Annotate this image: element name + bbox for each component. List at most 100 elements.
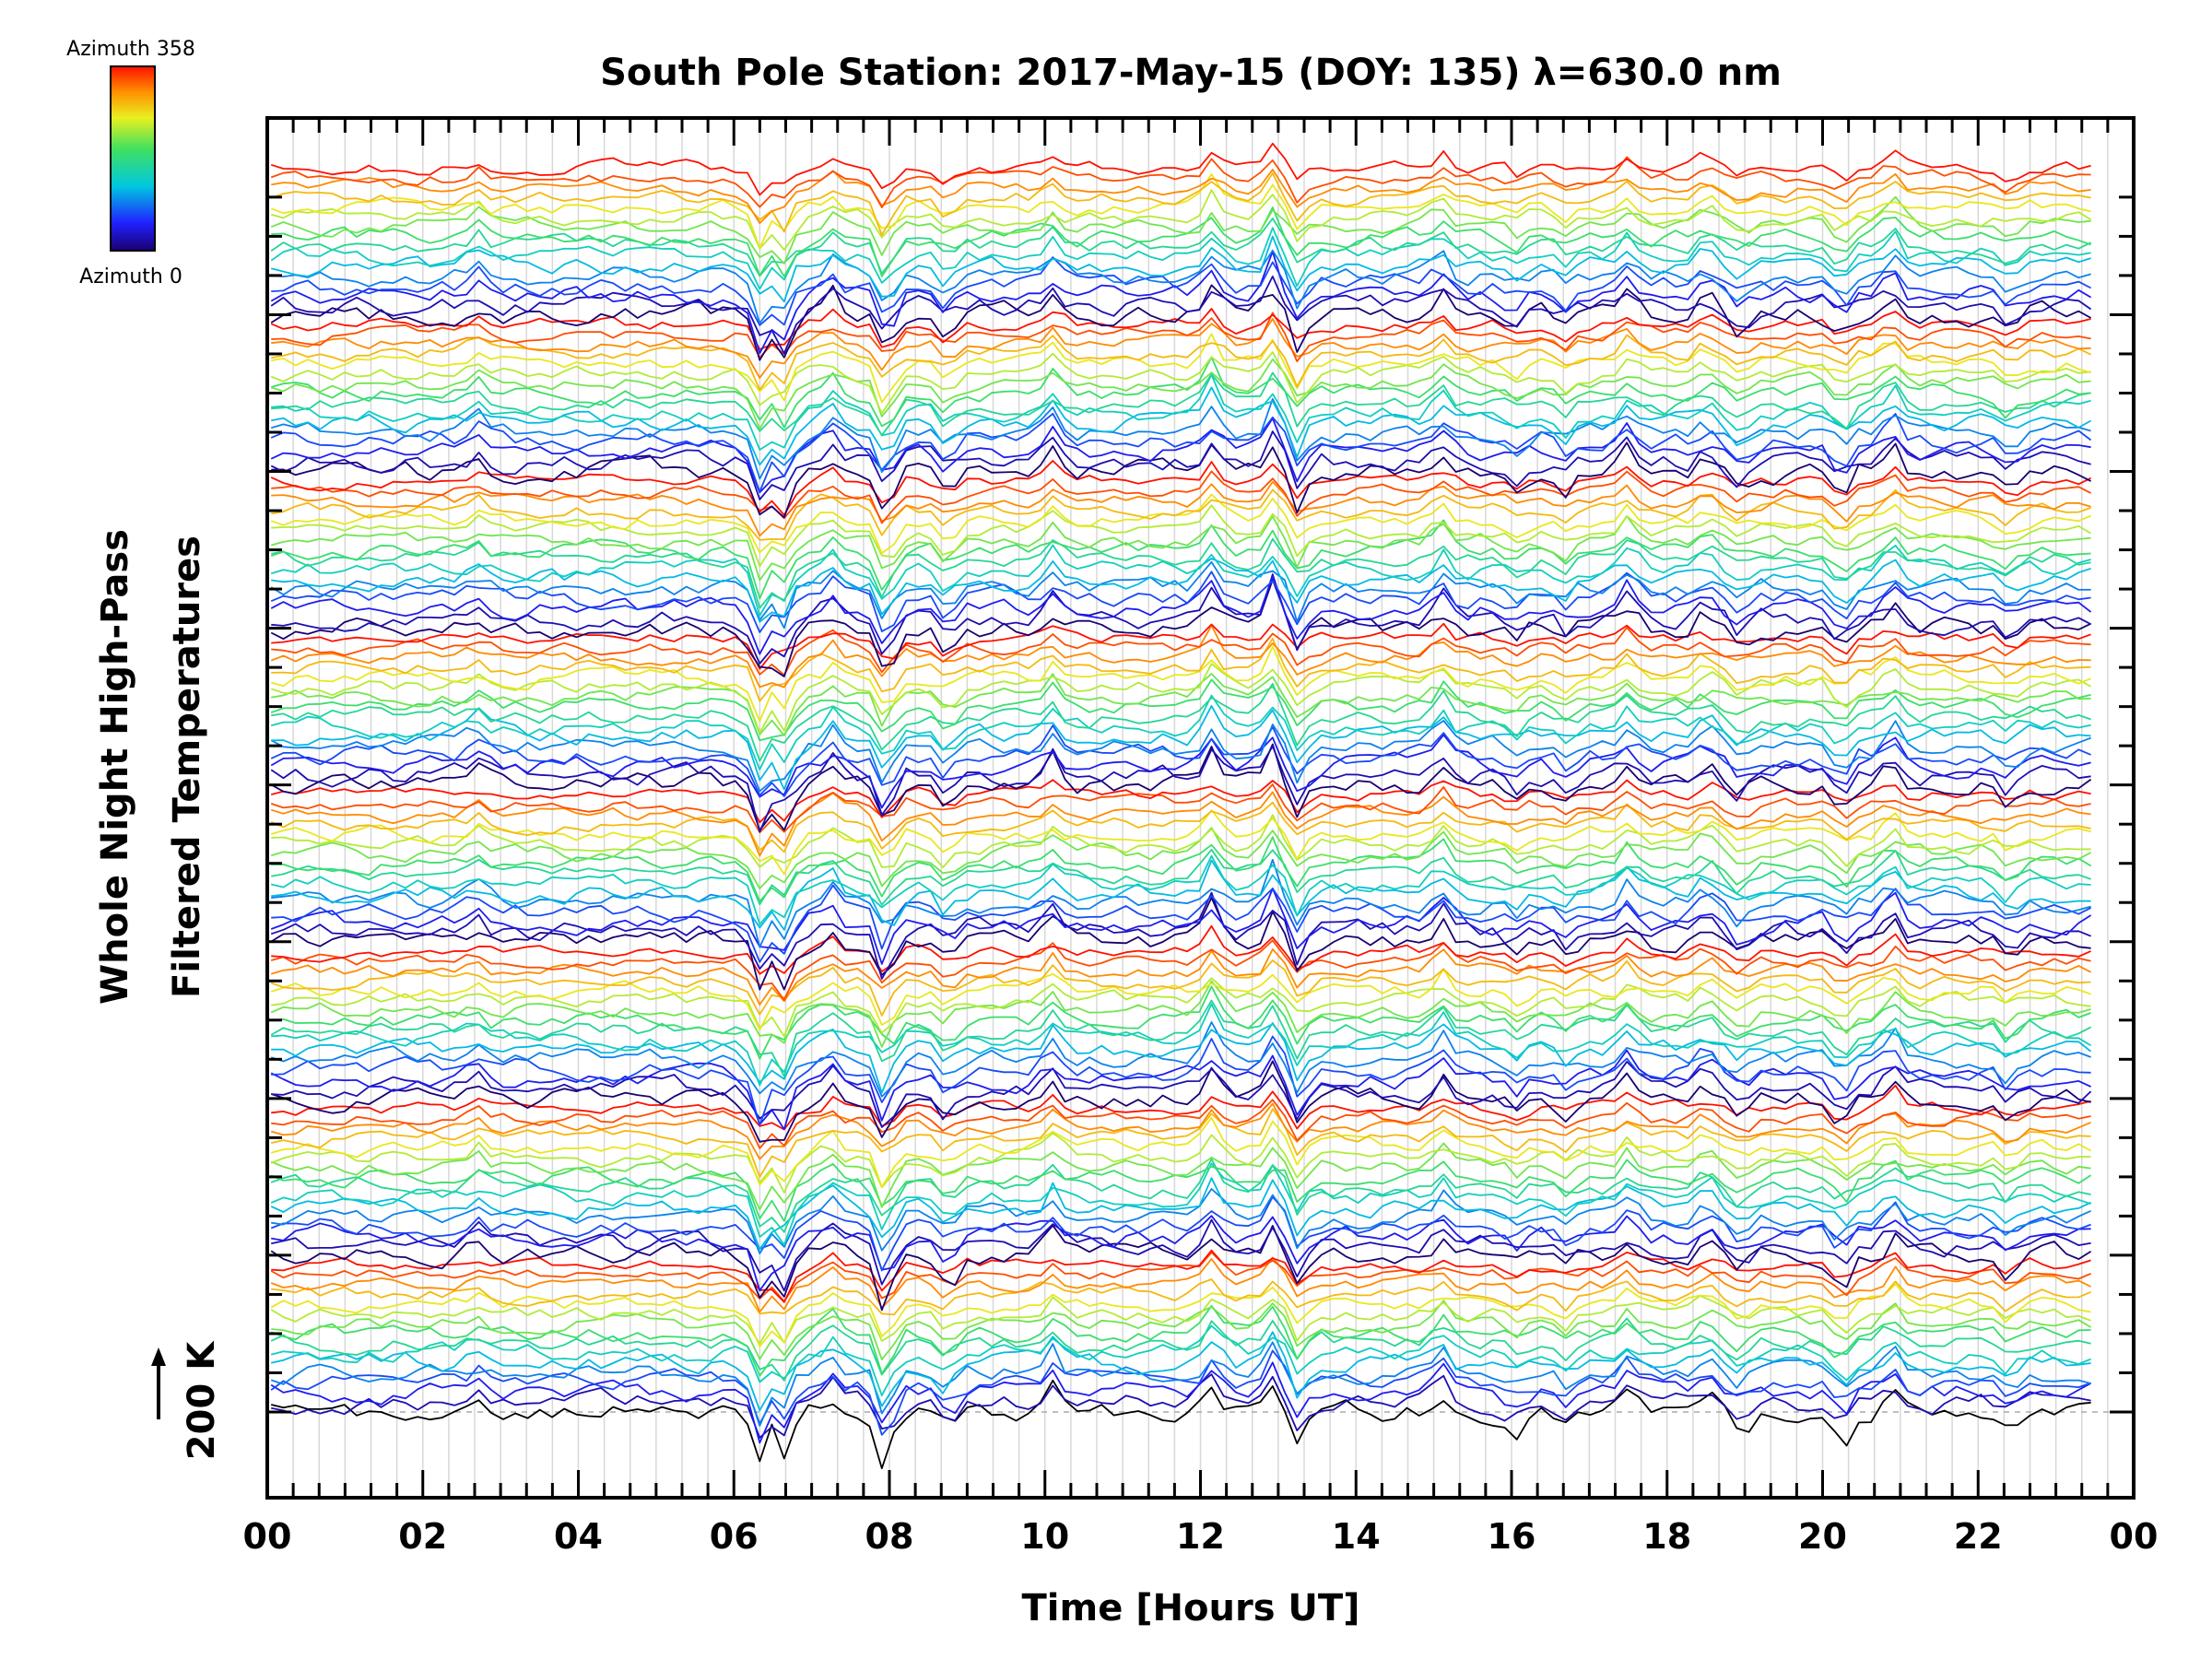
series-line bbox=[270, 888, 2092, 965]
series-line bbox=[271, 1099, 2091, 1149]
series-line bbox=[270, 227, 2091, 290]
series-line bbox=[270, 579, 2091, 677]
series-line bbox=[270, 459, 2092, 516]
series-line bbox=[271, 537, 2091, 609]
series-line bbox=[271, 1331, 2091, 1412]
series-line bbox=[271, 1373, 2091, 1439]
series-line bbox=[271, 859, 2091, 931]
series-line bbox=[271, 371, 2091, 437]
series-line bbox=[271, 573, 2092, 665]
x-tick-labels: 00 02 04 06 08 10 12 14 16 18 20 22 00 bbox=[243, 1516, 2159, 1557]
series-line bbox=[270, 720, 2091, 793]
series-line bbox=[270, 891, 2091, 980]
x-tick-label: 00 bbox=[2110, 1516, 2159, 1557]
series-line bbox=[270, 275, 2092, 355]
x-tick-label: 08 bbox=[865, 1516, 914, 1557]
series-line bbox=[271, 333, 2091, 404]
series-line bbox=[271, 637, 2091, 702]
chart-title: South Pole Station: 2017-May-15 (DOY: 13… bbox=[600, 52, 1782, 94]
series-line bbox=[270, 724, 2091, 797]
series-line bbox=[270, 560, 2091, 629]
series-line bbox=[271, 1035, 2091, 1126]
series-line bbox=[270, 678, 2091, 742]
series-line bbox=[270, 734, 2091, 809]
series-line bbox=[270, 827, 2092, 889]
series-line bbox=[270, 624, 2091, 688]
series-line bbox=[270, 142, 2091, 196]
series-line bbox=[270, 544, 2091, 617]
series-line bbox=[270, 1317, 2091, 1382]
series-line bbox=[271, 1278, 2091, 1316]
series-line bbox=[271, 1084, 2091, 1131]
series-line bbox=[271, 683, 2091, 762]
series-line bbox=[270, 1116, 2092, 1188]
series-line bbox=[270, 897, 2091, 991]
series-line bbox=[270, 783, 2091, 834]
series-line bbox=[271, 814, 2091, 869]
x-axis-label: Time [Hours UT] bbox=[1022, 1587, 1360, 1630]
series-line bbox=[270, 351, 2091, 415]
series-line bbox=[270, 1177, 2091, 1251]
series-line bbox=[271, 386, 2092, 466]
y-axis-label-line1: Whole Night High-Pass bbox=[94, 529, 136, 1005]
series-line bbox=[270, 515, 2091, 582]
series-line bbox=[271, 1215, 2091, 1292]
x-tick-label: 04 bbox=[554, 1516, 603, 1557]
series-line bbox=[270, 493, 2091, 554]
series-line bbox=[271, 848, 2091, 906]
series-line bbox=[270, 1256, 2091, 1313]
series-line bbox=[271, 1249, 2091, 1303]
series-line bbox=[270, 1283, 2091, 1347]
series-line bbox=[270, 980, 2091, 1048]
series-line bbox=[271, 470, 2092, 524]
x-tick-label: 12 bbox=[1176, 1516, 1225, 1557]
series-line bbox=[270, 1195, 2091, 1272]
series-line bbox=[271, 480, 2091, 537]
series-line bbox=[270, 1132, 2091, 1194]
series-line bbox=[270, 571, 2091, 633]
series-line bbox=[270, 1295, 2091, 1345]
colorbar-bottom-label: Azimuth 0 bbox=[79, 265, 182, 288]
series-line bbox=[270, 1224, 2092, 1312]
series-line bbox=[270, 218, 2091, 277]
series-line bbox=[270, 1142, 2091, 1211]
series-line bbox=[271, 206, 2091, 277]
series-line bbox=[270, 645, 2091, 723]
x-tick-label: 10 bbox=[1020, 1516, 1069, 1557]
scale-arrow bbox=[151, 1347, 166, 1419]
series-line bbox=[270, 791, 2091, 857]
colorbar bbox=[110, 65, 156, 252]
y-axis-label-line2: Filtered Temperatures bbox=[166, 535, 208, 998]
series-line bbox=[271, 924, 2091, 975]
series-line bbox=[270, 284, 2092, 361]
series-line bbox=[270, 172, 2091, 250]
series-line bbox=[270, 745, 2091, 833]
x-tick-label: 00 bbox=[243, 1516, 292, 1557]
series-line bbox=[270, 412, 2092, 493]
series-line bbox=[270, 694, 2091, 771]
series-line bbox=[271, 622, 2091, 670]
series-line bbox=[271, 1188, 2091, 1254]
series-line bbox=[271, 441, 2092, 519]
series-line bbox=[270, 1341, 2091, 1427]
x-tick-label: 18 bbox=[1642, 1516, 1691, 1557]
series-line bbox=[270, 1324, 2091, 1396]
series-line bbox=[270, 809, 2091, 876]
series-line bbox=[271, 673, 2091, 736]
series-line bbox=[270, 779, 2091, 824]
series-line bbox=[270, 801, 2091, 853]
series-line bbox=[271, 977, 2091, 1038]
scale-label: 200 K bbox=[181, 1340, 223, 1460]
series-line bbox=[271, 373, 2091, 451]
series-line bbox=[271, 334, 2091, 392]
series-line bbox=[270, 1158, 2091, 1233]
series-line bbox=[271, 558, 2091, 623]
series-line bbox=[270, 999, 2092, 1077]
series-line bbox=[270, 575, 2092, 655]
series-line bbox=[271, 985, 2091, 1060]
plot-frame bbox=[265, 116, 2136, 1500]
series-line bbox=[271, 318, 2091, 379]
temperature-series bbox=[267, 142, 2134, 1469]
series-line bbox=[271, 884, 2092, 963]
